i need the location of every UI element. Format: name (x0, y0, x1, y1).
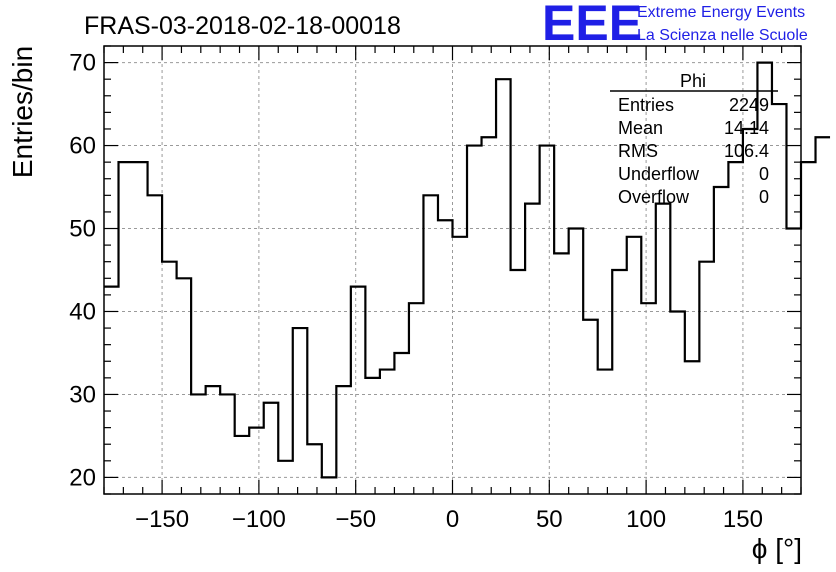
y-tick-label: 50 (69, 216, 96, 243)
histogram-bin (554, 253, 569, 494)
x-axis-label: ϕ [°] (752, 533, 802, 564)
axis-ticks (103, 45, 802, 495)
stats-value-underflow: 0 (759, 164, 769, 184)
histogram-bin (206, 386, 221, 494)
histogram-bin (540, 146, 555, 494)
histogram-bin (453, 237, 468, 494)
histogram-bin (728, 162, 743, 494)
histogram-bin (322, 477, 337, 494)
logo-line-2: La Scienza nelle Scuole (637, 27, 808, 44)
histogram-bin (612, 270, 627, 494)
stats-value-overflow: 0 (759, 187, 769, 207)
histogram-bin (409, 303, 424, 494)
x-tick-label: −100 (232, 506, 286, 533)
histogram-bin (816, 137, 831, 494)
histogram-bin (133, 162, 148, 494)
eee-logo-mark: EEE (542, 0, 642, 51)
y-tick-label: 30 (69, 381, 96, 408)
histogram-bin (264, 403, 279, 494)
histogram-bin (380, 370, 395, 494)
histogram-bin (220, 394, 235, 494)
histogram-bin (293, 328, 308, 494)
y-axis-label: Entries/bin (7, 46, 38, 178)
stats-label-underflow: Underflow (618, 164, 700, 184)
histogram-step-line (104, 61, 831, 479)
histogram-bin (496, 79, 511, 494)
stats-value-rms: 106.4 (724, 141, 769, 161)
histogram-bin (191, 394, 206, 494)
histogram-bin (235, 436, 250, 494)
grid (104, 46, 801, 494)
stats-label-mean: Mean (618, 118, 663, 138)
histogram-bin (104, 287, 119, 494)
x-tick-label: 50 (536, 506, 563, 533)
histogram-bin (772, 104, 787, 494)
histogram-bin (438, 220, 453, 494)
stats-value-mean: 14.14 (724, 118, 769, 138)
tick-labels: −150 −100 −50 0 50 100 150 20 30 40 50 60 70 (69, 50, 763, 533)
logo-line-1: Extreme Energy Events (637, 4, 805, 21)
x-tick-label: −50 (335, 506, 376, 533)
histogram-bin (569, 229, 584, 494)
histogram-bin (365, 378, 380, 494)
histogram-bin (249, 428, 264, 494)
histogram-bin (511, 270, 526, 494)
histogram-bin (467, 146, 482, 494)
histogram-bin (743, 129, 758, 494)
histogram-bin (583, 320, 598, 494)
histogram-bin (627, 237, 642, 494)
y-tick-label: 40 (69, 298, 96, 325)
histogram-bin (641, 303, 656, 494)
stats-value-entries: 2249 (729, 95, 769, 115)
stats-label-overflow: Overflow (618, 187, 690, 207)
histogram-bin (525, 204, 540, 494)
histogram-bin (714, 187, 729, 494)
histogram-bin (119, 162, 134, 494)
histogram-bin (307, 444, 322, 494)
stats-label-rms: RMS (618, 141, 658, 161)
stats-box: Phi Entries 2249 Mean 14.14 RMS 106.4 Un… (610, 71, 778, 207)
histogram-bin (148, 195, 163, 494)
chart-title: FRAS-03-2018-02-18-00018 (84, 12, 401, 40)
histogram-bin (482, 137, 497, 494)
x-tick-label: 0 (446, 506, 459, 533)
y-tick-label: 20 (69, 464, 96, 491)
histogram-bin (394, 353, 409, 494)
stats-label-entries: Entries (618, 95, 674, 115)
histogram-bin (598, 370, 613, 494)
histogram-bin (336, 386, 351, 494)
histogram-bin (423, 195, 438, 494)
histogram-bin (699, 262, 714, 494)
x-tick-label: −150 (135, 506, 189, 533)
histogram-bin (670, 311, 685, 494)
y-tick-label: 60 (69, 133, 96, 160)
histogram-bin (278, 461, 293, 494)
histogram-bin (656, 204, 671, 494)
x-tick-label: 100 (626, 506, 666, 533)
histogram-bin (177, 278, 192, 494)
stats-title: Phi (680, 71, 706, 91)
histogram-bin (162, 262, 177, 494)
x-tick-label: 150 (723, 506, 763, 533)
y-tick-label: 70 (69, 50, 96, 77)
histogram-series (104, 61, 831, 494)
histogram-bin (351, 287, 366, 494)
histogram-bin (801, 162, 816, 494)
histogram-bin (685, 361, 700, 494)
